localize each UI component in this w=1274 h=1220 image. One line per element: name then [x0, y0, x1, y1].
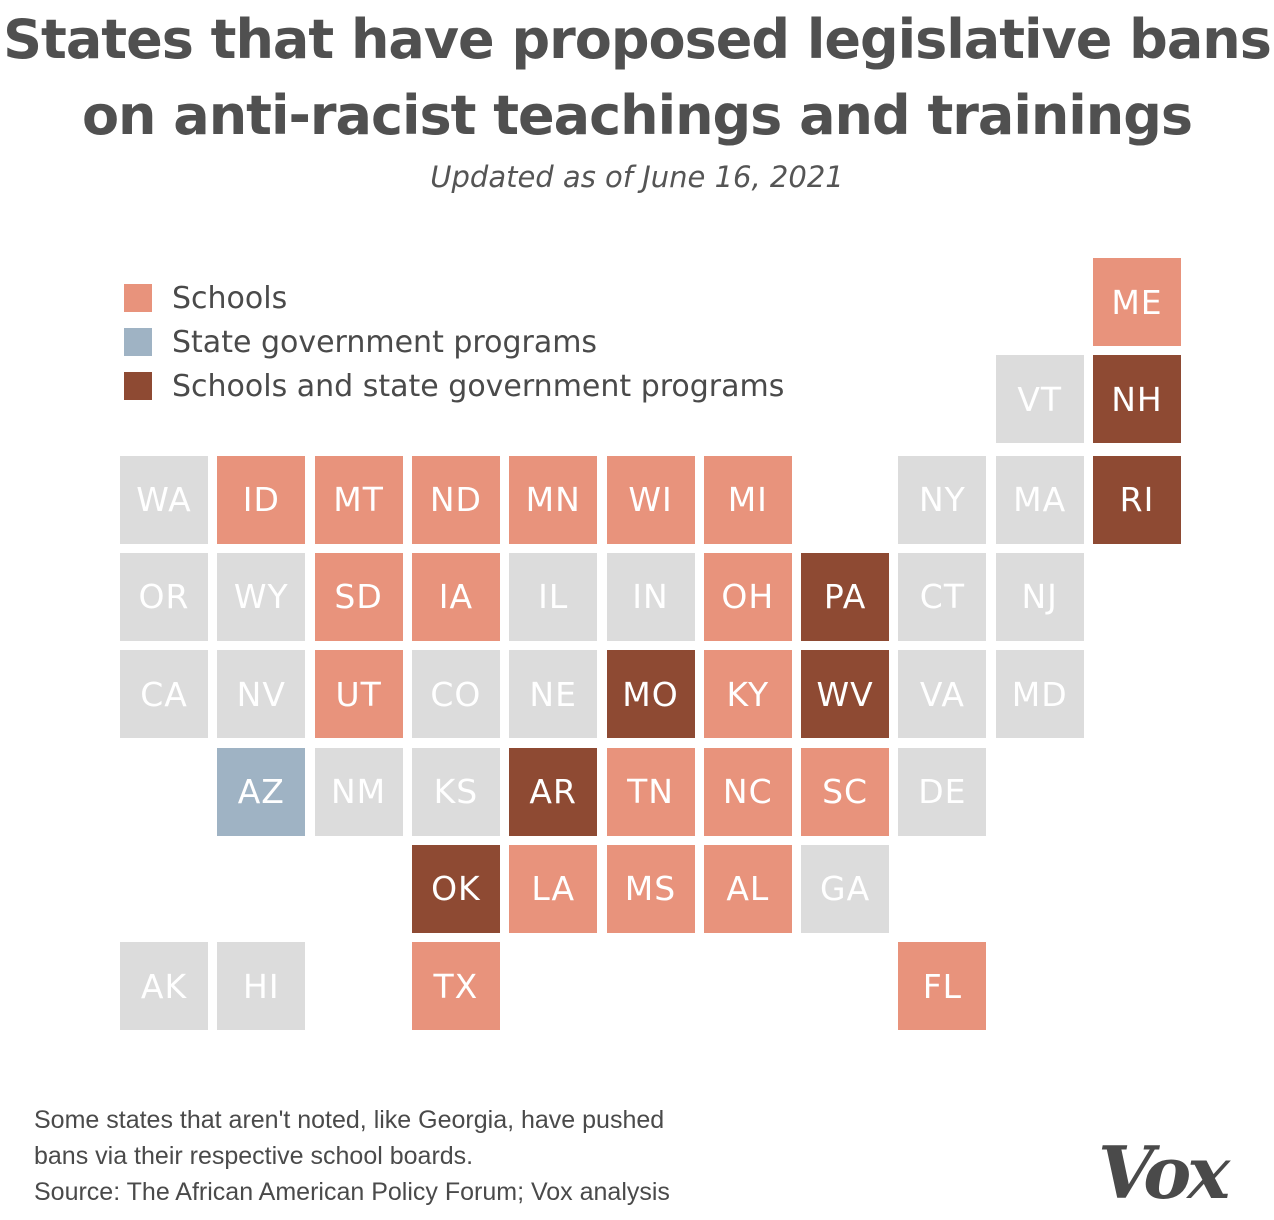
state-tile-ut: UT — [314, 650, 403, 739]
source-line: Source: The African American Policy Foru… — [34, 1178, 670, 1206]
legend-item-both: Schools and state government programs — [124, 364, 784, 408]
subtitle: Updated as of June 16, 2021 — [430, 160, 844, 194]
state-tile-fl: FL — [898, 942, 987, 1031]
legend: Schools State government programs School… — [124, 276, 784, 408]
state-tile-nh: NH — [1093, 355, 1181, 444]
state-tile-mt: MT — [314, 455, 403, 544]
state-tile-hi: HI — [217, 942, 306, 1031]
state-tile-ms: MS — [606, 844, 695, 933]
state-tile-wv: WV — [801, 650, 890, 739]
legend-label: Schools — [172, 280, 288, 316]
state-tile-mn: MN — [509, 455, 598, 544]
state-tile-al: AL — [703, 844, 792, 933]
state-tile-nm: NM — [314, 747, 403, 836]
legend-swatch — [124, 328, 152, 356]
state-tile-ne: NE — [509, 650, 598, 739]
state-tile-sc: SC — [801, 747, 890, 836]
state-tile-me: ME — [1093, 258, 1181, 346]
state-tile-la: LA — [509, 844, 598, 933]
legend-swatch — [124, 372, 152, 400]
legend-label: Schools and state government programs — [172, 368, 785, 404]
title-line-2: on anti-racist teachings and trainings — [81, 84, 1193, 147]
state-tile-ny: NY — [898, 455, 987, 544]
state-tile-vt: VT — [995, 355, 1084, 444]
state-tile-nd: ND — [411, 455, 500, 544]
legend-item-schools: Schools — [124, 276, 784, 320]
state-tile-ky: KY — [703, 650, 792, 739]
state-tile-ma: MA — [995, 455, 1084, 544]
tile-map: ME VT NH WA ID MT ND MN WI MI NY MA RI OR WY SD IA IL IN OH… — [120, 258, 1181, 1031]
chart-title: States that have proposed legislative ba… — [0, 2, 1274, 154]
state-tile-tn: TN — [606, 747, 695, 836]
state-tile-or: OR — [120, 552, 208, 641]
state-tile-mi: MI — [703, 455, 792, 544]
note-line: bans via their respective school boards. — [34, 1142, 474, 1170]
state-tile-ar: AR — [509, 747, 598, 836]
vox-logo: Vox — [1098, 1130, 1230, 1215]
state-tile-wa: WA — [120, 455, 208, 544]
state-tile-ks: KS — [411, 747, 500, 836]
legend-item-state: State government programs — [124, 320, 784, 364]
state-tile-ct: CT — [898, 552, 987, 641]
legend-swatch — [124, 284, 152, 312]
state-tile-ia: IA — [411, 552, 500, 641]
state-tile-wy: WY — [217, 552, 306, 641]
state-tile-ri: RI — [1093, 455, 1181, 544]
state-tile-tx: TX — [411, 942, 500, 1031]
state-tile-az: AZ — [217, 747, 306, 836]
state-tile-nv: NV — [217, 650, 306, 739]
state-tile-nj: NJ — [995, 552, 1084, 641]
state-tile-wi: WI — [606, 455, 695, 544]
state-tile-id: ID — [217, 455, 306, 544]
state-tile-ga: GA — [801, 844, 890, 933]
state-tile-co: CO — [411, 650, 500, 739]
state-tile-il: IL — [509, 552, 598, 641]
note-line: Some states that aren't noted, like Geor… — [34, 1106, 665, 1134]
state-tile-md: MD — [995, 650, 1084, 739]
state-tile-va: VA — [898, 650, 987, 739]
state-tile-in: IN — [606, 552, 695, 641]
state-tile-sd: SD — [314, 552, 403, 641]
title-line-1: States that have proposed legislative ba… — [3, 8, 1272, 71]
state-tile-oh: OH — [703, 552, 792, 641]
footnotes: Some states that aren't noted, like Geor… — [34, 1102, 670, 1210]
state-tile-mo: MO — [606, 650, 695, 739]
state-tile-ak: AK — [120, 942, 208, 1031]
state-tile-ok: OK — [411, 844, 500, 933]
legend-label: State government programs — [172, 324, 598, 360]
state-tile-pa: PA — [801, 552, 890, 641]
state-tile-nc: NC — [703, 747, 792, 836]
state-tile-de: DE — [898, 747, 987, 836]
state-tile-ca: CA — [120, 650, 208, 739]
